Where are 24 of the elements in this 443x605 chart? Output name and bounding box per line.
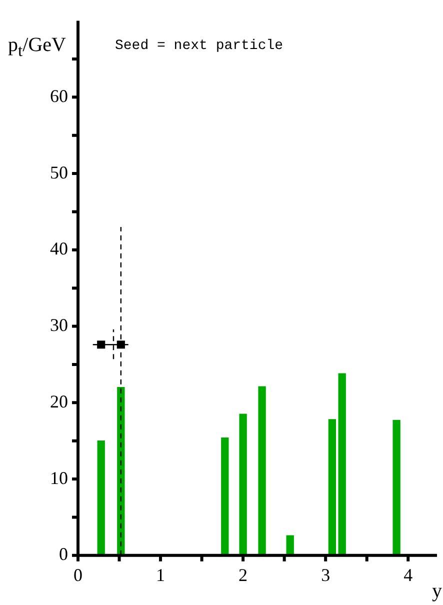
bar bbox=[117, 387, 125, 556]
bar bbox=[328, 419, 336, 556]
y-tick-label: 10 bbox=[50, 468, 68, 488]
x-tick-label: 1 bbox=[156, 564, 166, 585]
x-tick-label: 2 bbox=[238, 564, 248, 585]
bar bbox=[392, 420, 400, 556]
bar bbox=[286, 535, 294, 556]
bar bbox=[97, 440, 105, 556]
y-tick-label: 50 bbox=[50, 162, 68, 182]
y-tick-label: 40 bbox=[50, 238, 68, 259]
bar bbox=[239, 414, 247, 556]
y-tick-label: 0 bbox=[59, 544, 68, 564]
x-tick-label: 4 bbox=[404, 564, 413, 585]
bar bbox=[258, 386, 266, 556]
x-tick-label: 3 bbox=[321, 564, 330, 585]
y-tick-label: 30 bbox=[50, 315, 68, 336]
x-axis-title: y bbox=[432, 580, 442, 603]
text: Seed = next particle bbox=[115, 38, 284, 54]
y-tick-label: 20 bbox=[50, 391, 68, 412]
bar bbox=[338, 373, 346, 556]
bar bbox=[221, 437, 229, 556]
x-tick-label: 0 bbox=[74, 564, 82, 585]
y-tick-label: 60 bbox=[50, 86, 68, 106]
y-axis-title: p$_{t}$/GeV bbox=[8, 34, 66, 61]
